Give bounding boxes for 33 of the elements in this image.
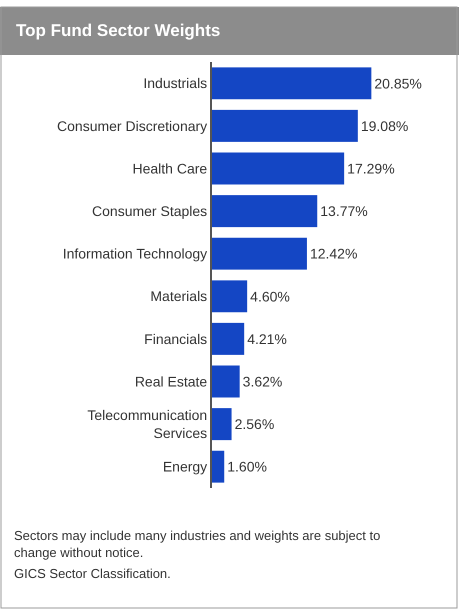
data-label: 13.77%: [320, 203, 368, 220]
chart-title: Top Fund Sector Weights: [16, 21, 220, 40]
y-tick-label: Consumer Staples: [92, 203, 208, 219]
data-label: 20.85%: [374, 75, 422, 92]
bar: [212, 408, 232, 440]
bar: [212, 322, 244, 355]
y-tick-label: Financials: [144, 330, 208, 347]
bar: [212, 67, 372, 100]
data-label: 2.56%: [234, 416, 274, 432]
y-tick-label: Industrials: [143, 75, 208, 92]
bar: [212, 280, 248, 312]
text: Sectors may include many industries and weights are subject to change without notice.: [14, 528, 380, 560]
y-tick-label: Telecommunication Services: [87, 406, 208, 442]
data-label: 12.42%: [310, 246, 358, 262]
bar: [212, 450, 224, 483]
data-label: 1.60%: [227, 458, 267, 475]
data-label: 17.29%: [347, 160, 395, 177]
bar: [212, 110, 358, 142]
data-label: 4.21%: [247, 330, 287, 347]
text: GICS Sector Classification.: [14, 566, 171, 581]
data-label: 3.62%: [242, 374, 282, 390]
bar: [212, 238, 307, 270]
bar: [212, 195, 318, 228]
y-tick-label: Health Care: [132, 160, 208, 176]
y-tick-label: Materials: [150, 288, 208, 304]
y-tick-label: Information Technology: [62, 246, 208, 262]
data-label: 19.08%: [360, 118, 408, 134]
y-tick-label: Energy: [162, 458, 208, 475]
data-label: 4.60%: [250, 288, 290, 304]
bar: [212, 366, 240, 398]
bar: [212, 152, 344, 184]
y-tick-label: Real Estate: [134, 373, 208, 390]
y-tick-label: Consumer Discretionary: [57, 118, 208, 134]
